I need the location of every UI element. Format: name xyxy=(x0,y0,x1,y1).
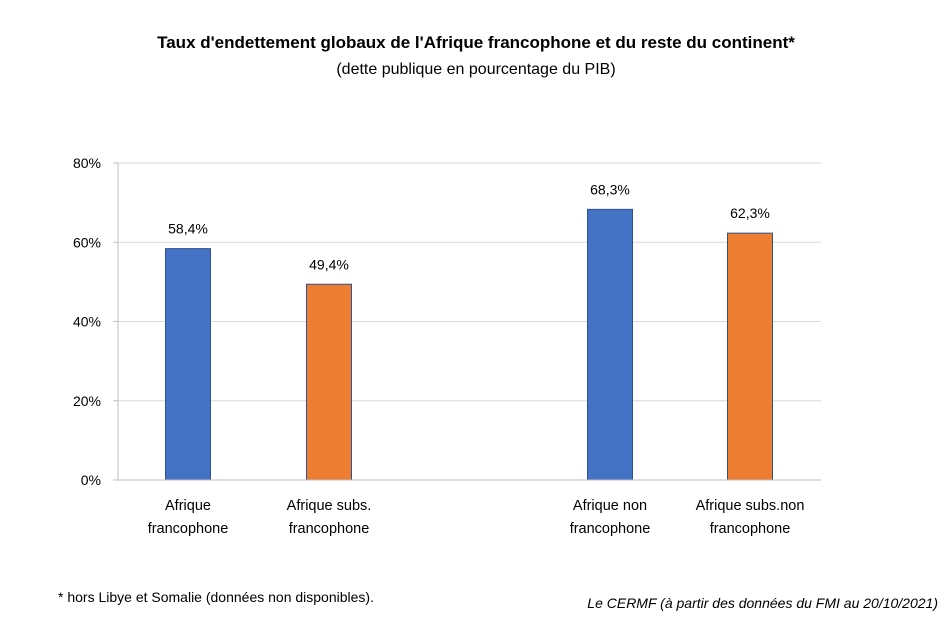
data-label: 68,3% xyxy=(590,181,630,197)
bar xyxy=(587,208,633,481)
category-label: Afrique subs.non xyxy=(696,498,805,514)
bar xyxy=(306,283,352,481)
category-label: francophone xyxy=(148,521,229,537)
bar xyxy=(727,232,773,481)
data-label: 49,4% xyxy=(309,256,349,272)
category-label: francophone xyxy=(710,521,791,537)
data-label: 58,4% xyxy=(168,221,208,237)
category-label: Afrique xyxy=(165,498,211,514)
y-tick-label: 40% xyxy=(73,314,101,330)
footnote: * hors Libye et Somalie (données non dis… xyxy=(58,589,374,605)
y-tick-label: 0% xyxy=(81,472,101,488)
y-tick-label: 80% xyxy=(73,155,101,171)
data-label: 62,3% xyxy=(730,205,770,221)
chart-subtitle: (dette publique en pourcentage du PIB) xyxy=(336,61,616,78)
category-label: francophone xyxy=(570,521,651,537)
source-note: Le CERMF (à partir des données du FMI au… xyxy=(587,595,938,611)
y-tick-label: 20% xyxy=(73,393,101,409)
y-tick-label: 60% xyxy=(73,234,101,250)
category-label: francophone xyxy=(289,521,370,537)
category-label: Afrique non xyxy=(573,498,647,514)
chart-title: Taux d'endettement globaux de l'Afrique … xyxy=(157,33,795,52)
bar xyxy=(165,248,211,481)
category-label: Afrique subs. xyxy=(287,498,372,514)
